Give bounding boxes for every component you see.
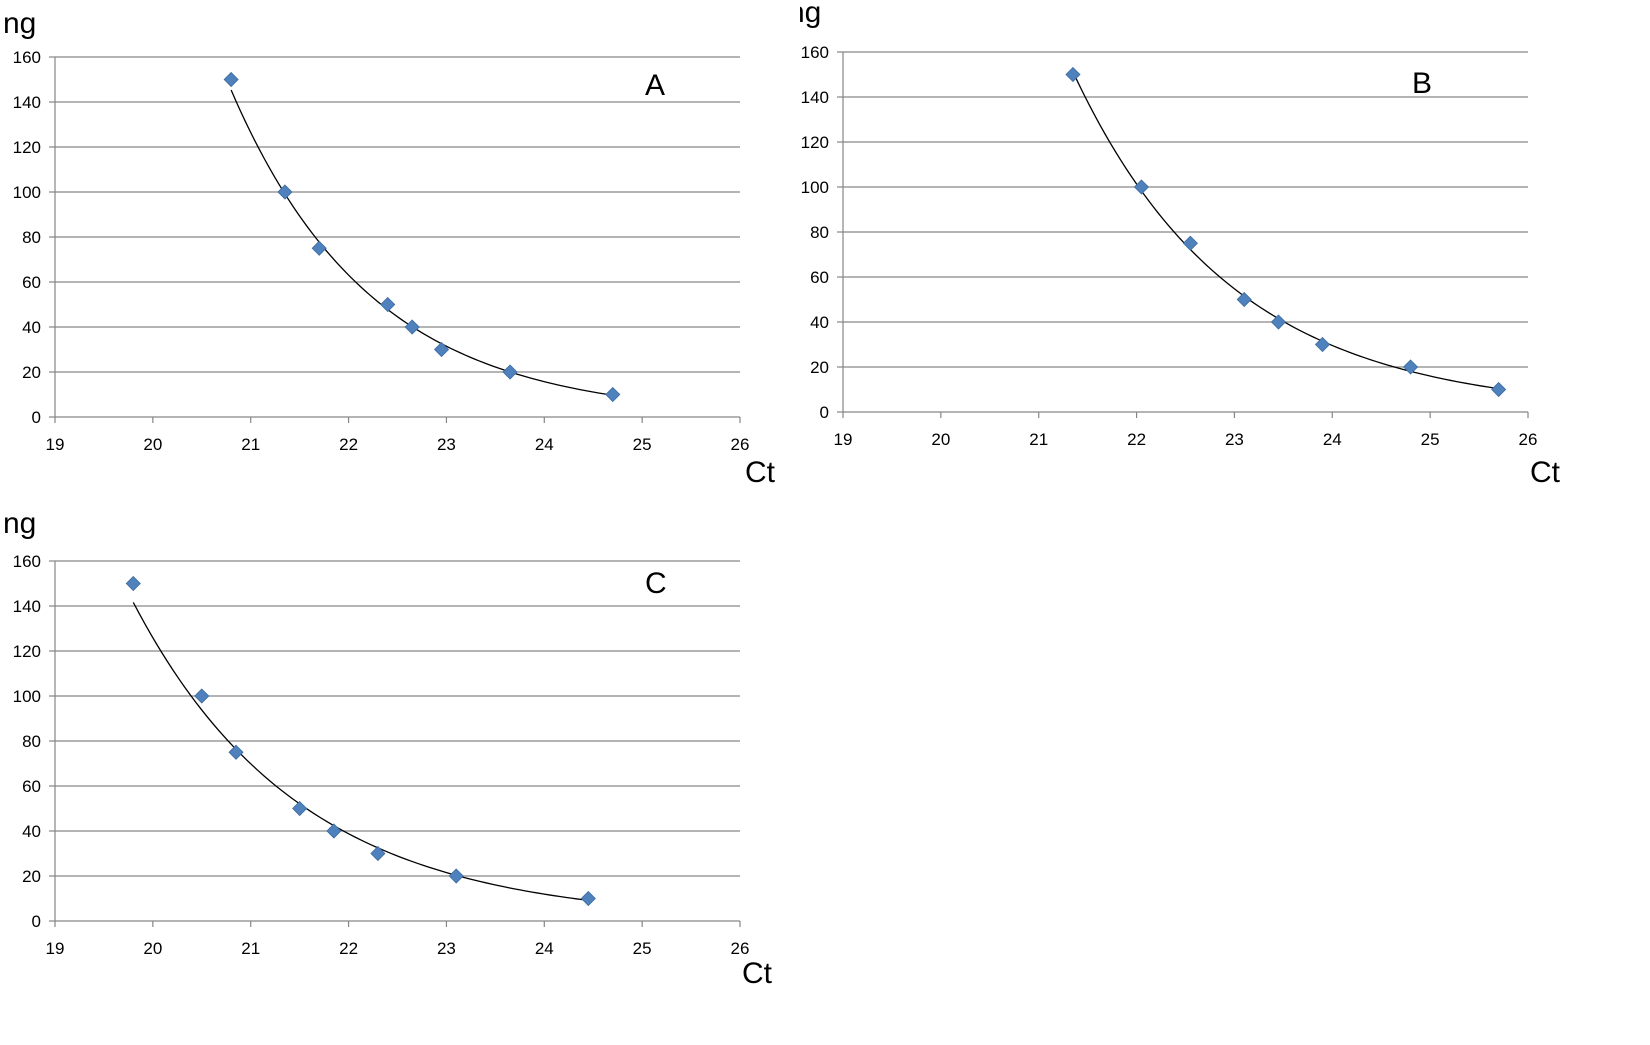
data-point — [448, 868, 464, 884]
y-tick-label: 120 — [13, 642, 41, 661]
x-tick-label: 25 — [633, 939, 652, 958]
data-point — [326, 823, 342, 839]
y-tick-label: 60 — [22, 273, 41, 292]
x-tick-label: 22 — [339, 939, 358, 958]
y-tick-label: 120 — [13, 138, 41, 157]
data-point — [580, 890, 596, 907]
y-tick-label: 140 — [13, 93, 41, 112]
y-tick-label: 100 — [13, 687, 41, 706]
x-tick-label: 21 — [1029, 430, 1048, 449]
y-tick-label: 160 — [801, 43, 829, 62]
trendline — [1072, 71, 1499, 390]
y-tick-label: 20 — [22, 867, 41, 886]
x-tick-label: 24 — [1323, 430, 1342, 449]
x-tick-label: 21 — [241, 435, 260, 454]
x-tick-label: 23 — [1225, 430, 1244, 449]
data-point — [1491, 381, 1507, 398]
y-tick-label: 40 — [810, 313, 829, 332]
chart-panel-a: 0 20 40 60 80 100 120 140 160 19 20 21 22 23 24 25 26 ng C… — [0, 0, 800, 505]
data-point — [1133, 179, 1150, 195]
data-point — [311, 240, 327, 256]
data-point — [125, 575, 141, 592]
y-tick-label: 80 — [810, 223, 829, 242]
x-tick-label: 19 — [834, 430, 853, 449]
x-axis-title-b: Ct — [1530, 456, 1561, 489]
x-tick-label: 19 — [46, 435, 65, 454]
x-tick-label: 20 — [143, 939, 162, 958]
y-tick-label: 60 — [810, 268, 829, 287]
x-tick-label: 21 — [241, 939, 260, 958]
chart-b-svg: 0 20 40 60 80 100 120 140 160 19 20 21 22 23 24 25 26 ng C… — [788, 0, 1561, 489]
y-tick-label: 100 — [801, 178, 829, 197]
chart-panel-b: 0 20 40 60 80 100 120 140 160 19 20 21 22 23 24 25 26 ng C… — [788, 0, 1650, 505]
chart-a-svg: 0 20 40 60 80 100 120 140 160 19 20 21 22 23 24 25 26 ng C… — [3, 7, 776, 489]
y-tick-label: 160 — [13, 552, 41, 571]
data-point — [277, 184, 293, 200]
panel-letter-c: C — [645, 567, 667, 600]
x-tick-label: 23 — [437, 435, 456, 454]
data-point — [433, 341, 450, 358]
y-tick-label: 20 — [810, 358, 829, 377]
y-tick-label: 120 — [801, 133, 829, 152]
y-tick-label: 80 — [22, 732, 41, 751]
x-tick-label: 19 — [46, 939, 65, 958]
y-tick-label: 0 — [32, 408, 41, 427]
panel-letter-a: A — [645, 69, 665, 102]
x-tick-label: 22 — [339, 435, 358, 454]
x-tick-label: 22 — [1127, 430, 1146, 449]
panel-letter-b: B — [1412, 67, 1432, 100]
data-point — [228, 744, 244, 760]
chart-panel-c: 0 20 40 60 80 100 120 140 160 19 20 21 22 23 24 25 26 ng C… — [0, 500, 800, 1045]
x-tick-label: 23 — [437, 939, 456, 958]
x-axis-title-a: Ct — [745, 456, 776, 489]
chart-c-svg: 0 20 40 60 80 100 120 140 160 19 20 21 22 23 24 25 26 ng C… — [3, 507, 773, 990]
x-tick-label: 26 — [731, 435, 750, 454]
data-point — [502, 364, 518, 380]
data-point — [1270, 314, 1287, 330]
y-tick-label: 20 — [22, 363, 41, 382]
x-tick-label: 20 — [931, 430, 950, 449]
y-tick-label: 60 — [22, 777, 41, 796]
y-tick-label: 0 — [820, 403, 829, 422]
x-tick-label: 24 — [535, 939, 554, 958]
x-axis-title-c: Ct — [742, 957, 773, 990]
y-axis-title-b: ng — [800, 0, 821, 29]
x-tick-label: 25 — [633, 435, 652, 454]
data-point — [605, 386, 621, 403]
data-point — [1236, 291, 1252, 308]
x-tick-label: 26 — [1519, 430, 1538, 449]
y-tick-label: 80 — [22, 228, 41, 247]
data-point — [404, 319, 420, 335]
data-point — [194, 688, 210, 704]
x-tick-label: 26 — [731, 939, 750, 958]
data-point — [380, 296, 396, 313]
y-tick-label: 140 — [13, 597, 41, 616]
y-tick-label: 40 — [22, 318, 41, 337]
trendline — [132, 602, 589, 902]
y-tick-label: 100 — [13, 183, 41, 202]
y-tick-label: 140 — [801, 88, 829, 107]
data-point — [1065, 66, 1081, 83]
trendline — [230, 89, 613, 396]
y-tick-label: 0 — [32, 912, 41, 931]
data-point — [1314, 336, 1331, 353]
x-tick-label: 24 — [535, 435, 554, 454]
data-point — [1403, 359, 1419, 375]
y-axis-title-a: ng — [3, 7, 36, 40]
data-point — [1182, 235, 1198, 251]
x-tick-label: 20 — [143, 435, 162, 454]
y-axis-title-c: ng — [3, 507, 36, 540]
y-tick-label: 40 — [22, 822, 41, 841]
y-tick-label: 160 — [13, 48, 41, 67]
data-point — [292, 800, 308, 817]
data-point — [370, 845, 386, 862]
x-tick-label: 25 — [1421, 430, 1440, 449]
data-point — [223, 71, 239, 88]
